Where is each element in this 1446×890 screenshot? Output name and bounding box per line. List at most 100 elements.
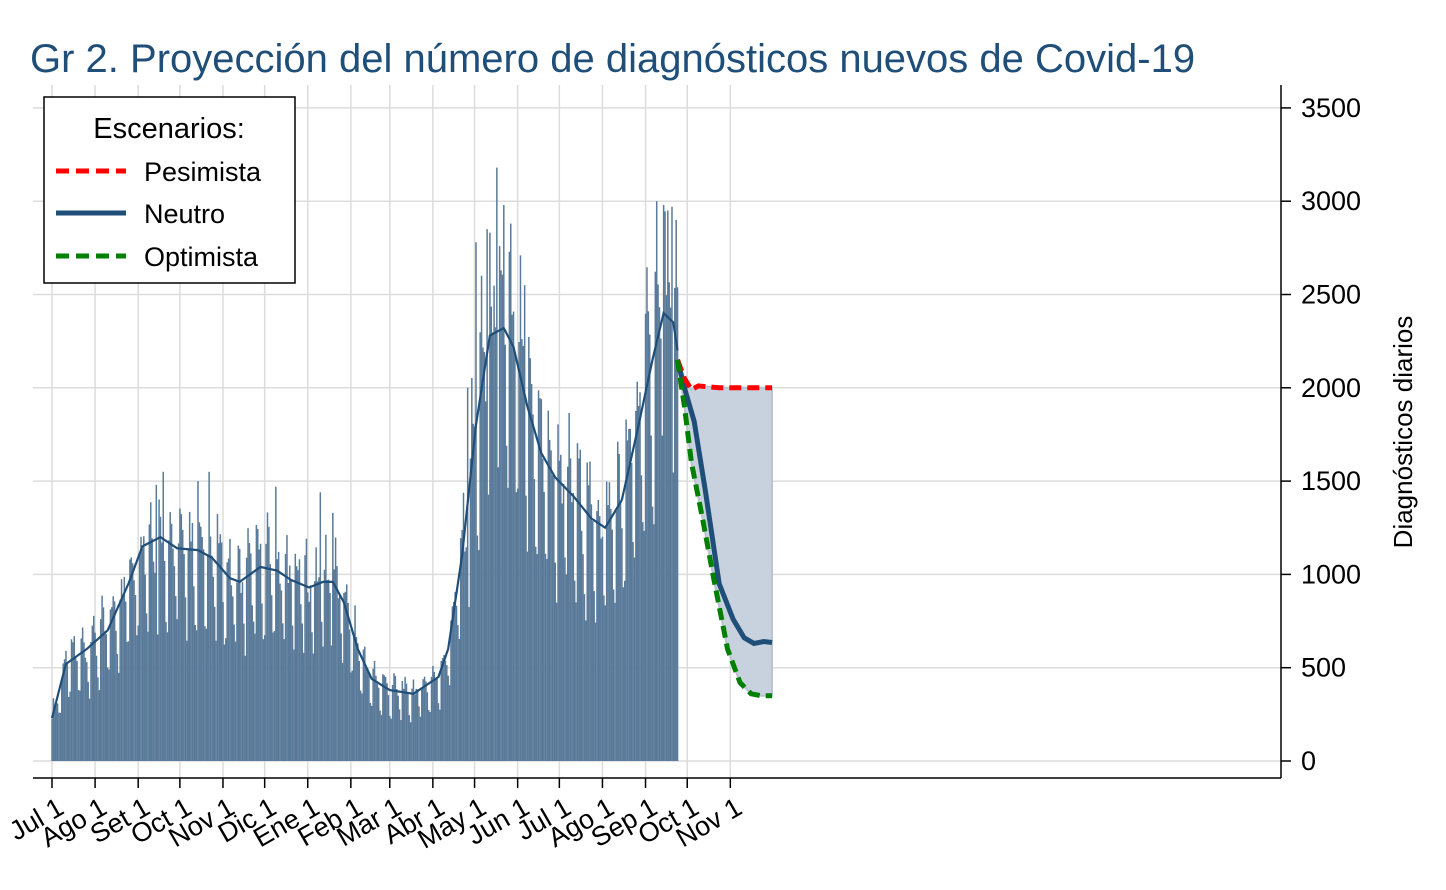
- daily-case-bar: [169, 512, 171, 761]
- daily-case-bar: [480, 275, 483, 761]
- daily-case-bar: [566, 466, 569, 761]
- daily-case-bar: [251, 605, 253, 761]
- daily-case-bar: [325, 534, 327, 761]
- daily-case-bar: [496, 167, 498, 761]
- daily-case-bar: [252, 621, 255, 761]
- daily-case-bar: [377, 687, 380, 761]
- daily-case-bar: [450, 620, 452, 761]
- daily-case-bar: [172, 548, 174, 761]
- daily-case-bar: [191, 523, 194, 761]
- daily-case-bar: [63, 659, 66, 761]
- daily-case-bar: [621, 528, 623, 761]
- daily-case-bar: [458, 638, 461, 761]
- daily-case-bar: [86, 662, 88, 761]
- daily-case-bar: [416, 689, 419, 761]
- daily-case-bar: [389, 715, 391, 761]
- daily-case-bar: [222, 602, 224, 761]
- daily-case-bar: [362, 649, 365, 761]
- daily-case-bar: [205, 628, 208, 761]
- daily-case-bar: [152, 561, 155, 761]
- daily-case-bar: [537, 390, 540, 761]
- daily-case-bar: [102, 607, 105, 761]
- daily-case-bar: [286, 535, 288, 761]
- daily-case-bar: [601, 536, 604, 761]
- daily-case-bar: [434, 678, 437, 761]
- daily-case-bar: [487, 494, 490, 761]
- daily-case-bar: [304, 555, 306, 761]
- daily-case-bar: [347, 602, 349, 761]
- daily-case-bar: [145, 613, 148, 761]
- daily-case-bar: [372, 668, 374, 761]
- daily-case-bar: [530, 383, 533, 761]
- daily-case-bar: [206, 555, 209, 761]
- daily-case-bar: [101, 595, 103, 761]
- daily-case-bar: [97, 677, 99, 761]
- daily-case-bar: [643, 530, 645, 761]
- daily-case-bar: [550, 450, 552, 761]
- daily-case-bar: [315, 547, 317, 761]
- daily-case-bar: [204, 626, 206, 761]
- daily-case-bar: [332, 512, 334, 761]
- daily-case-bar: [162, 471, 164, 761]
- daily-case-bar: [560, 454, 562, 761]
- daily-case-bar: [277, 551, 280, 761]
- daily-case-bar: [173, 566, 176, 761]
- daily-case-bar: [594, 622, 597, 761]
- daily-case-bar: [95, 655, 98, 761]
- daily-case-bar: [357, 643, 359, 761]
- daily-case-bar: [443, 655, 445, 761]
- daily-case-bar: [468, 607, 470, 761]
- daily-case-bar: [432, 666, 434, 761]
- daily-case-bar: [568, 412, 570, 761]
- daily-case-bar: [232, 596, 234, 761]
- daily-case-bar: [507, 487, 509, 761]
- daily-case-bar: [297, 570, 299, 761]
- daily-case-bar: [290, 580, 292, 761]
- daily-case-bar: [329, 592, 331, 761]
- daily-case-bar: [170, 523, 173, 761]
- daily-case-bar: [295, 566, 298, 761]
- daily-case-bar: [237, 545, 240, 761]
- daily-case-bar: [341, 662, 344, 761]
- daily-case-bar: [535, 546, 537, 761]
- daily-case-bar: [301, 623, 303, 761]
- daily-case-bar: [230, 585, 233, 761]
- daily-case-bar: [394, 675, 397, 761]
- daily-case-bar: [555, 602, 558, 761]
- daily-case-bar: [672, 472, 675, 761]
- daily-case-bar: [354, 605, 356, 761]
- daily-case-bar: [193, 586, 195, 761]
- daily-case-bar: [165, 622, 167, 761]
- daily-case-bar: [123, 576, 126, 761]
- daily-case-bar: [425, 681, 427, 761]
- daily-case-bar: [270, 595, 273, 761]
- y-tick-label: 3000: [1301, 186, 1361, 216]
- projection-line-optimista: [675, 359, 773, 699]
- daily-case-bar: [116, 653, 119, 761]
- daily-case-bar: [654, 271, 657, 761]
- daily-case-bar: [490, 306, 493, 761]
- daily-case-bar: [361, 693, 363, 761]
- daily-case-bar: [578, 458, 580, 761]
- daily-case-bar: [126, 641, 128, 761]
- daily-case-bar: [455, 605, 458, 761]
- daily-case-bar: [58, 712, 60, 761]
- legend-label-neutro: Neutro: [144, 199, 225, 229]
- daily-case-bar: [447, 675, 449, 761]
- daily-case-bar: [393, 673, 395, 761]
- daily-case-bar: [330, 645, 333, 761]
- daily-case-bar: [440, 660, 442, 761]
- daily-case-bar: [554, 562, 556, 761]
- daily-case-bar: [653, 524, 655, 761]
- daily-case-bar: [515, 492, 518, 761]
- daily-case-bar: [369, 702, 372, 761]
- daily-case-bar: [190, 541, 192, 761]
- y-tick-label: 1000: [1301, 559, 1361, 589]
- y-tick-label: 2500: [1301, 280, 1361, 310]
- daily-case-bar: [284, 553, 287, 761]
- daily-case-bar: [585, 620, 587, 761]
- daily-case-bar: [220, 542, 223, 761]
- daily-case-bar: [201, 537, 203, 761]
- daily-case-bar: [618, 454, 620, 761]
- daily-case-bar: [619, 501, 622, 761]
